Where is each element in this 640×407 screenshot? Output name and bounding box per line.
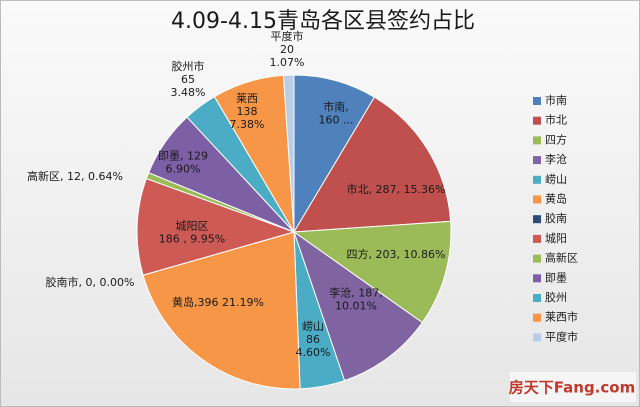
- data-label: 1.07%: [270, 56, 305, 69]
- legend-swatch: [533, 234, 541, 243]
- data-label: 黄岛,396 21.19%: [172, 295, 264, 309]
- data-label: 四方, 203, 10.86%: [347, 247, 446, 261]
- legend-label: 莱西市: [545, 310, 578, 324]
- data-label: 6.90%: [166, 163, 201, 176]
- legend-label: 市南: [545, 93, 567, 107]
- data-label: 城阳区: [176, 220, 209, 233]
- data-label: 市南,: [323, 100, 349, 114]
- watermark-box: [510, 372, 636, 402]
- pie-slice: [292, 220, 452, 324]
- legend-swatch: [533, 313, 541, 322]
- pie-slice: [282, 74, 295, 233]
- data-label: 20: [280, 43, 294, 56]
- pie-slice: [293, 74, 376, 234]
- legend-label: 四方: [545, 132, 567, 146]
- legend-label: 城阳: [545, 232, 567, 245]
- legend-swatch: [533, 195, 541, 204]
- legend-swatch: [533, 136, 541, 145]
- data-label: 即墨, 129: [158, 150, 208, 163]
- data-label: 崂山: [302, 320, 324, 333]
- legend-swatch: [533, 215, 541, 224]
- legend-swatch: [533, 97, 541, 105]
- data-label: 4.60%: [296, 346, 331, 359]
- legend-swatch: [533, 175, 541, 184]
- pie-slice: [136, 177, 296, 276]
- legend-label: 平度市: [545, 329, 578, 343]
- data-label: 86: [306, 333, 320, 346]
- data-label: 160 ...: [319, 114, 354, 127]
- legend-swatch: [533, 254, 541, 263]
- data-label: 65: [181, 73, 195, 86]
- data-label: 市北, 287, 15.36%: [347, 182, 446, 196]
- data-label: 莱西: [236, 92, 258, 105]
- data-label: 3.48%: [171, 86, 206, 99]
- data-label: 186 , 9.95%: [159, 233, 225, 246]
- legend-swatch: [533, 156, 541, 165]
- data-label: 胶南市, 0, 0.00%: [46, 275, 135, 289]
- data-label: 李沧, 187,: [329, 286, 383, 300]
- legend-swatch: [533, 274, 541, 283]
- legend-swatch: [533, 333, 541, 342]
- legend-label: 黄岛: [545, 192, 567, 206]
- legend-swatch: [533, 116, 541, 125]
- legend-label: 胶州: [545, 290, 567, 304]
- pie-slice: [293, 230, 423, 382]
- legend-label: 胶南: [545, 211, 567, 225]
- legend-label: 崂山: [545, 173, 567, 186]
- legend-label: 高新区: [545, 251, 578, 265]
- data-label: 高新区, 12, 0.64%: [27, 169, 123, 183]
- legend-label: 即墨: [545, 271, 567, 284]
- data-label: 10.01%: [335, 300, 377, 313]
- pie-slice: [293, 96, 452, 233]
- data-label: 138: [237, 105, 258, 118]
- legend-swatch: [533, 294, 541, 302]
- legend-label: 市北: [545, 113, 567, 127]
- pie-slice: [142, 231, 301, 390]
- data-label: 平度市: [271, 29, 304, 43]
- watermark: 房天下Fang.com: [509, 379, 635, 397]
- chart-title: 4.09-4.15青岛各区县签约占比: [171, 9, 475, 34]
- data-label: 7.38%: [230, 118, 265, 131]
- data-label: 胶州市: [172, 59, 205, 73]
- legend-label: 李沧: [545, 152, 567, 166]
